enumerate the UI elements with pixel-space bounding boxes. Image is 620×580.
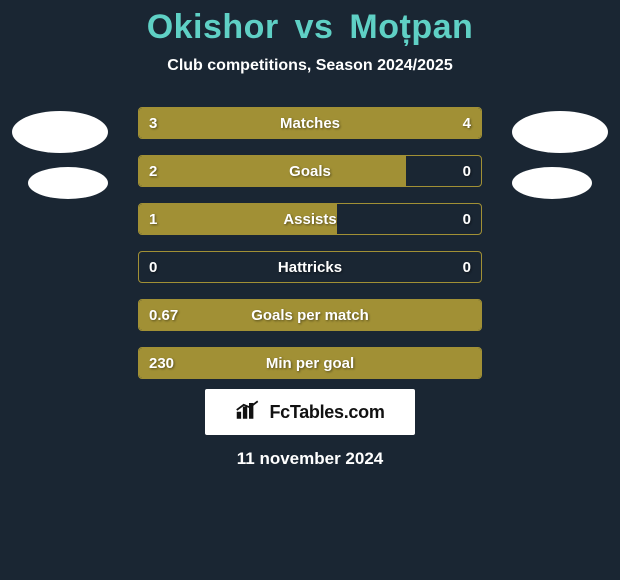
stat-row: Hattricks0 0 bbox=[138, 251, 482, 283]
stat-value-left: 3 bbox=[149, 108, 157, 138]
stat-row: Assists1 0 bbox=[138, 203, 482, 235]
stat-label: Assists bbox=[139, 204, 481, 234]
stat-label: Goals bbox=[139, 156, 481, 186]
stat-row: Goals per match0.67 bbox=[138, 299, 482, 331]
stat-value-left: 0 bbox=[149, 252, 157, 282]
subtitle: Club competitions, Season 2024/2025 bbox=[0, 57, 620, 75]
stat-label: Min per goal bbox=[139, 348, 481, 378]
stat-value-left: 0.67 bbox=[149, 300, 178, 330]
player1-name: Okishor bbox=[147, 8, 279, 46]
bar-chart-icon bbox=[235, 398, 263, 427]
stat-value-right: 4 bbox=[463, 108, 471, 138]
comparison-title: Okishor vs Moțpan bbox=[0, 8, 620, 47]
stat-bars: Matches34Goals20Assists10Hattricks00Goal… bbox=[138, 107, 482, 395]
snapshot-date: 11 november 2024 bbox=[0, 449, 620, 469]
player1-avatar bbox=[12, 111, 108, 153]
stat-value-left: 2 bbox=[149, 156, 157, 186]
stat-row: Min per goal230 bbox=[138, 347, 482, 379]
stat-row: Goals2 0 bbox=[138, 155, 482, 187]
stats-arena: Matches34Goals20Assists10Hattricks00Goal… bbox=[0, 107, 620, 377]
vs-label: vs bbox=[295, 8, 334, 46]
stat-value-right: 0 bbox=[463, 204, 471, 234]
stat-label: Matches bbox=[139, 108, 481, 138]
stat-label: Hattricks bbox=[139, 252, 481, 282]
player1-club-logo bbox=[28, 167, 108, 199]
player2-club-logo bbox=[512, 167, 592, 199]
branding-text: FcTables.com bbox=[269, 402, 384, 423]
stat-row: Matches3 4 bbox=[138, 107, 482, 139]
stat-value-left: 230 bbox=[149, 348, 174, 378]
branding-badge: FcTables.com bbox=[205, 389, 415, 435]
stat-value-left: 1 bbox=[149, 204, 157, 234]
stat-label: Goals per match bbox=[139, 300, 481, 330]
player2-name: Moțpan bbox=[349, 8, 473, 46]
stat-value-right: 0 bbox=[463, 252, 471, 282]
stat-value-right: 0 bbox=[463, 156, 471, 186]
player2-avatar bbox=[512, 111, 608, 153]
